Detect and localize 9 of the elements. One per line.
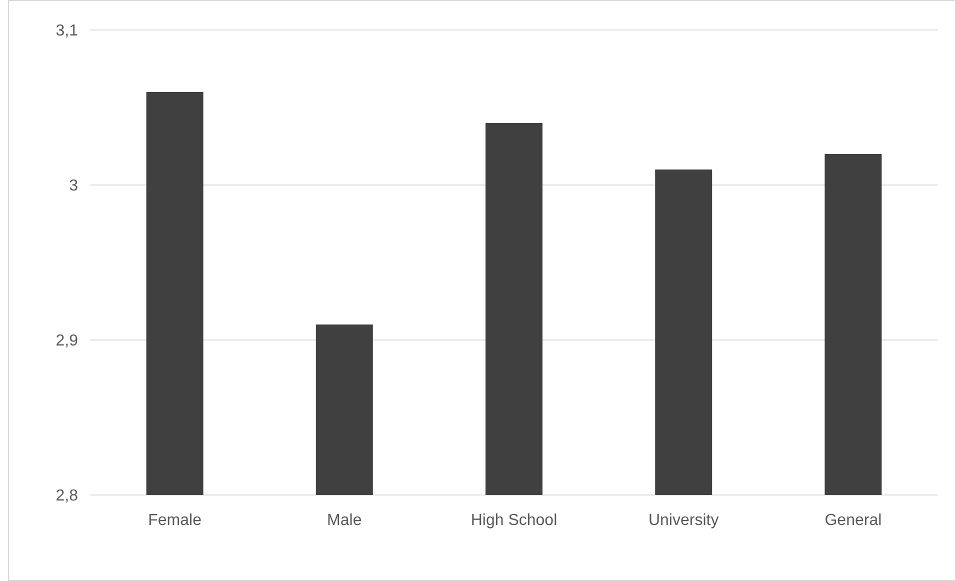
x-tick-label: General [824, 512, 882, 529]
x-tick-label: Male [327, 512, 362, 529]
x-tick-label: University [648, 512, 719, 529]
y-tick-label: 2,9 [56, 332, 78, 350]
x-tick-label: Female [148, 512, 202, 529]
y-tick-label: 3,1 [56, 22, 78, 40]
x-tick-label: High School [470, 512, 558, 529]
y-tick-label: 3 [69, 178, 78, 195]
y-tick-label: 2,8 [56, 488, 78, 505]
